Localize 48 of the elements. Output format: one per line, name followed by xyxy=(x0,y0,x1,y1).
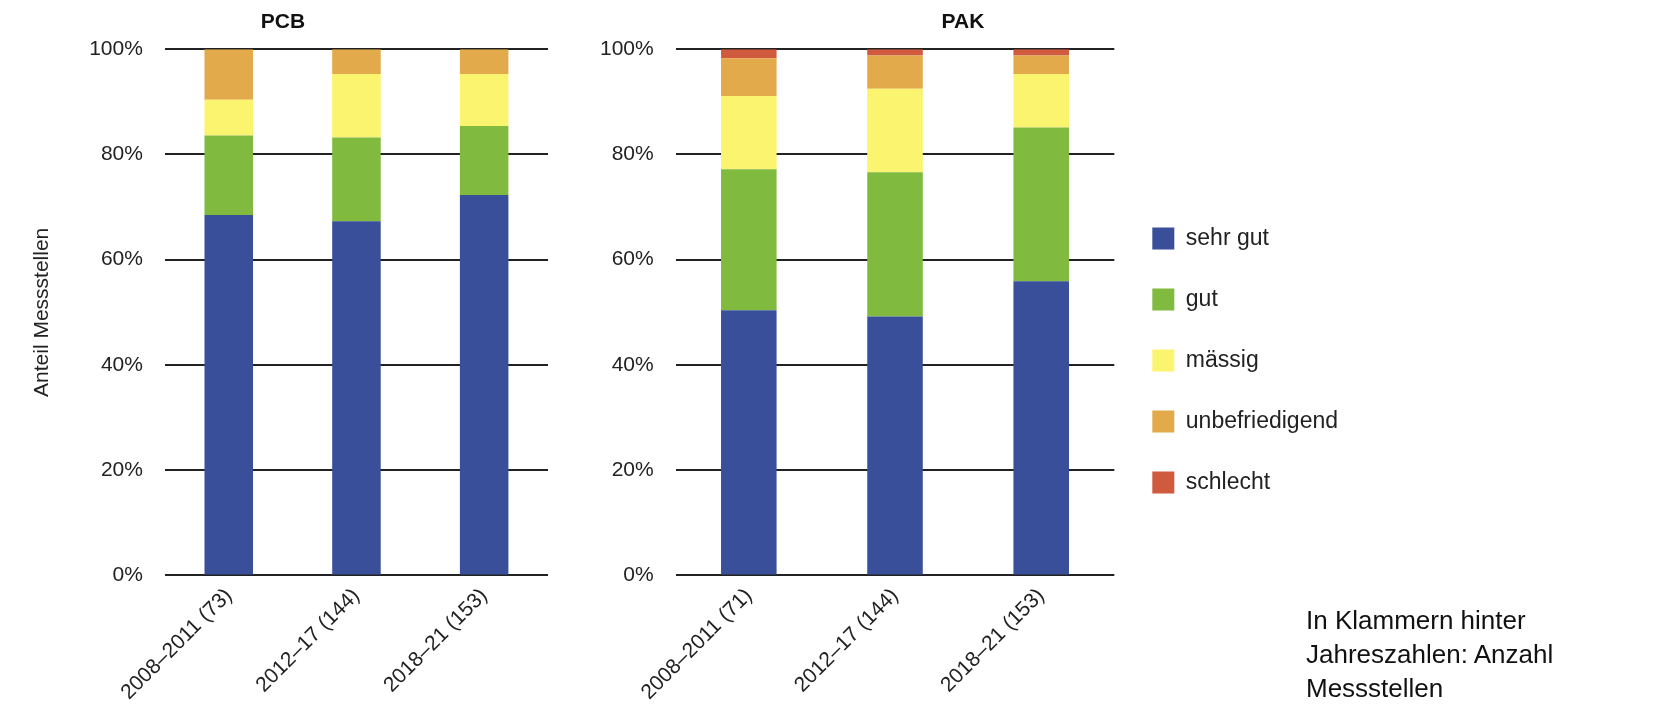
y-axis-title: Anteil Messstellen xyxy=(29,227,53,397)
bar xyxy=(721,96,777,170)
bar xyxy=(459,49,509,74)
bar xyxy=(1013,281,1069,575)
bar xyxy=(332,49,381,74)
chart-title: PAK xyxy=(941,9,985,33)
text: In Klammern hinter Jahreszahlen: Anzahl Messstellen xyxy=(1306,604,1555,705)
bar xyxy=(459,194,509,575)
legend-label: mässig xyxy=(1185,345,1259,372)
legend-label: sehr gut xyxy=(1185,223,1270,250)
bar xyxy=(204,99,254,136)
bar xyxy=(867,55,923,89)
y-tick-label: 60% xyxy=(611,246,654,270)
bar xyxy=(332,137,381,222)
y-tick-label: 0% xyxy=(623,562,654,586)
legend-label: unbefriedigend xyxy=(1185,406,1338,433)
bar xyxy=(204,135,254,215)
legend-label: gut xyxy=(1185,284,1219,311)
y-tick-label: 20% xyxy=(611,456,654,480)
y-tick-label: 0% xyxy=(112,562,143,586)
y-tick-label: 80% xyxy=(611,141,654,165)
bar xyxy=(721,49,777,59)
bar xyxy=(204,214,254,575)
bar xyxy=(1013,127,1069,282)
bar xyxy=(867,172,923,317)
y-tick-label: 80% xyxy=(100,141,143,165)
legend-label: schlecht xyxy=(1185,467,1271,494)
y-tick-label: 40% xyxy=(100,351,143,375)
bar xyxy=(1013,55,1069,74)
bar xyxy=(204,49,254,100)
y-tick-label: 60% xyxy=(100,246,143,270)
chart-title: PCB xyxy=(260,9,306,33)
bar xyxy=(867,88,923,173)
bar xyxy=(721,169,777,311)
y-tick-label: 40% xyxy=(611,351,654,375)
bar xyxy=(721,310,777,575)
y-tick-label: 100% xyxy=(599,36,654,59)
bar xyxy=(721,58,777,97)
bar xyxy=(332,221,381,575)
bar xyxy=(459,126,509,195)
bar xyxy=(332,73,381,138)
bar xyxy=(1013,49,1069,56)
y-tick-label: 20% xyxy=(100,456,143,480)
y-tick-label: 100% xyxy=(89,36,143,59)
bar xyxy=(459,73,509,127)
bar xyxy=(1013,73,1069,128)
bar xyxy=(867,49,923,56)
bar xyxy=(867,316,923,575)
